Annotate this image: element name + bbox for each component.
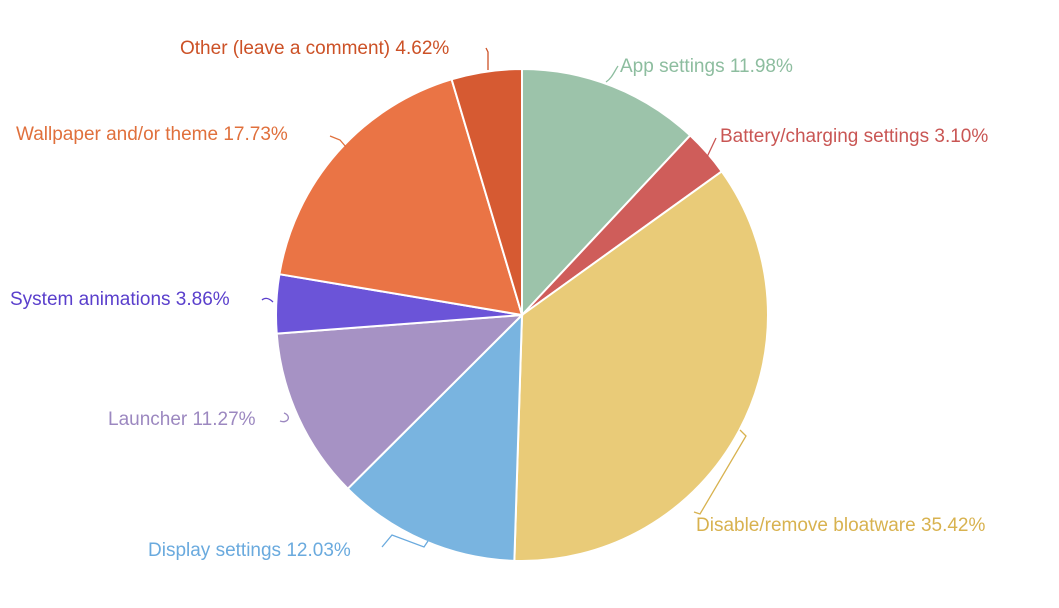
pie-slice-app-settings — [521, 67, 692, 318]
slice-label-launcher: Launcher 11.27% — [108, 409, 256, 430]
pie-slice-other-leave-a-comment — [450, 67, 523, 316]
leader-line-launcher — [279, 412, 289, 423]
pie-slice-display-settings — [346, 312, 524, 562]
leader-lines — [261, 47, 747, 548]
pie-slice-launcher — [275, 313, 525, 491]
leader-line-app-settings — [605, 65, 619, 83]
slice-label-wallpaper-and-or-theme: Wallpaper and/or theme 17.73% — [16, 124, 288, 145]
leader-line-battery-charging-settings — [706, 137, 717, 158]
slice-label-app-settings: App settings 11.98% — [620, 56, 793, 77]
pie-slice-wallpaper-and-or-theme — [278, 78, 524, 317]
slice-labels: App settings 11.98% Battery/charging sett… — [10, 38, 988, 561]
leader-line-system-animations — [261, 297, 274, 303]
slice-label-display-settings: Display settings 12.03% — [148, 540, 351, 561]
slice-label-disable-remove-bloatware: Disable/remove bloatware 35.42% — [696, 515, 985, 536]
pie-slices — [275, 67, 769, 562]
leader-line-wallpaper-and-or-theme — [329, 135, 347, 148]
pie-slice-disable-remove-bloatware — [513, 169, 769, 562]
leader-line-other-leave-a-comment — [485, 47, 489, 70]
slice-label-battery-charging-settings: Battery/charging settings 3.10% — [720, 126, 988, 147]
leader-line-display-settings — [381, 534, 429, 548]
leader-line-disable-remove-bloatware — [693, 429, 747, 515]
slice-label-other-leave-a-comment: Other (leave a comment) 4.62% — [180, 38, 449, 59]
slice-label-system-animations: System animations 3.86% — [10, 289, 230, 310]
